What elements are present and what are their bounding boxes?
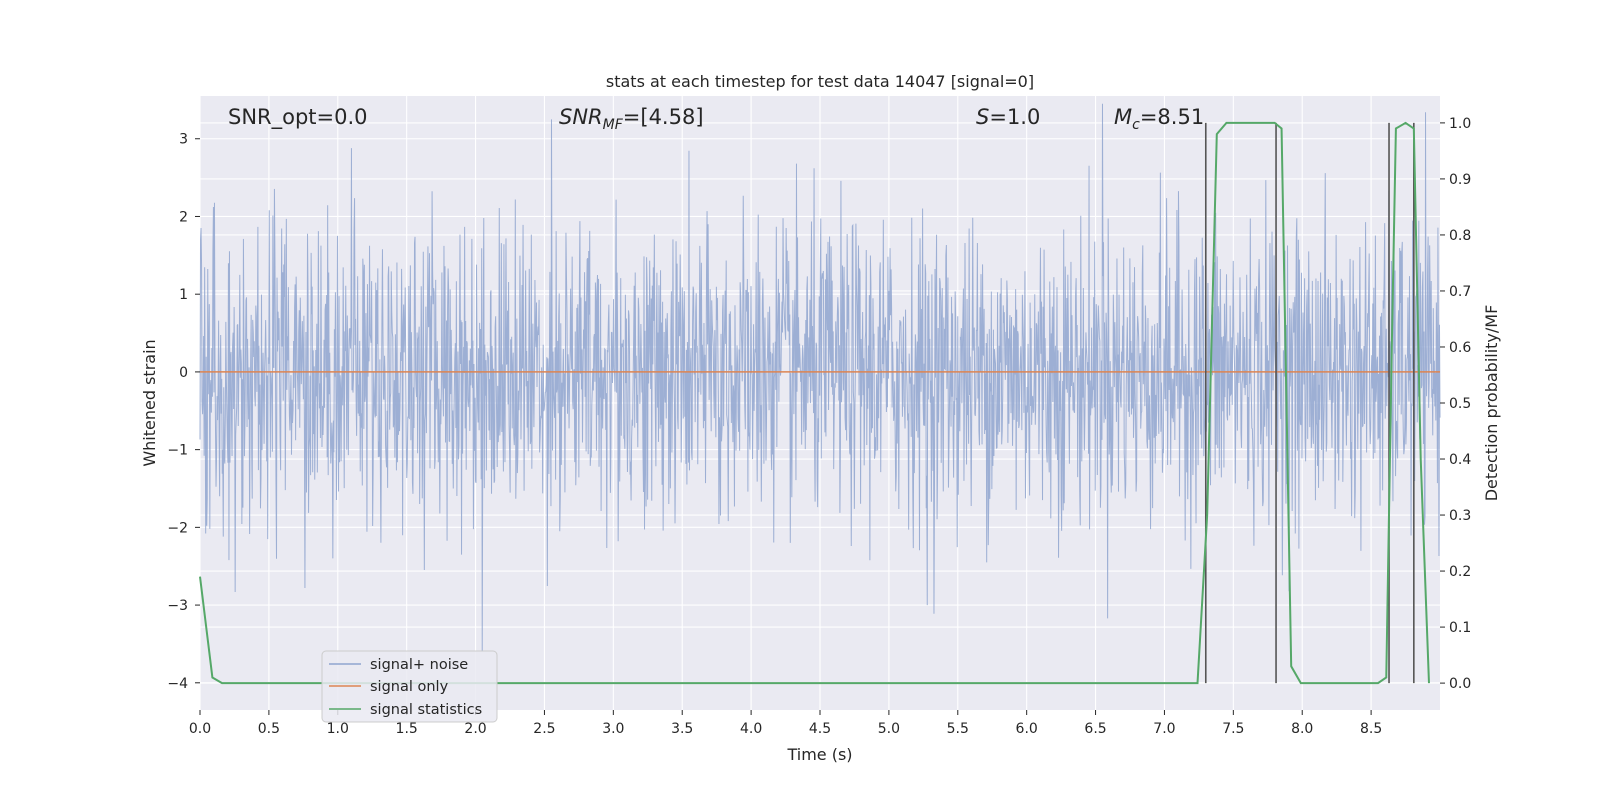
- series-signal-statistics-line: [199, 121, 1430, 685]
- y-right-tick-label: 0.5: [1449, 396, 1471, 412]
- annotation-mc-value: =8.51: [1140, 105, 1204, 129]
- y-right-tick-label: 0.0: [1449, 676, 1471, 692]
- chart-title: stats at each timestep for test data 140…: [606, 72, 1034, 91]
- y-right-tick-label: 1.0: [1449, 116, 1471, 132]
- y-tick-label: 2: [179, 209, 188, 225]
- annotation-snr-mf-subscript: MF: [603, 117, 624, 133]
- x-tick-label: 6.0: [1016, 721, 1038, 737]
- x-axis-label: Time (s): [786, 745, 852, 764]
- y-tick-label: −4: [167, 676, 188, 692]
- y-tick-label: 0: [179, 365, 188, 381]
- y-right-tick-label: 0.6: [1449, 340, 1471, 356]
- annotation-snr-mf: SNRMF=[4.58]: [559, 105, 704, 133]
- x-tick-label: 8.5: [1360, 721, 1382, 737]
- series-signal-noise-line: [199, 103, 1441, 652]
- annotation-snr-mf-symbol: SNR: [559, 105, 603, 129]
- series-layer: [199, 103, 1441, 685]
- x-tick-label: 2.5: [533, 721, 555, 737]
- y-right-tick-label: 0.3: [1449, 508, 1471, 524]
- annotation-snr-mf-value: =[4.58]: [623, 105, 704, 129]
- y-right-tick-label: 0.1: [1449, 620, 1471, 636]
- x-tick-label: 8.0: [1291, 721, 1313, 737]
- ticks-layer: 0.0 0.5 1.0 1.5 2.0 2.5 3.0 3.5 4.0 4.5 5.0 5.5 6.0 6…: [167, 116, 1471, 737]
- x-tick-label: 3.5: [671, 721, 693, 737]
- y-right-tick-label: 0.9: [1449, 172, 1471, 188]
- legend-label-signal-noise: signal+ noise: [370, 657, 468, 673]
- x-tick-label: 6.5: [1084, 721, 1106, 737]
- y-right-tick-label: 0.2: [1449, 564, 1471, 580]
- x-tick-label: 1.5: [396, 721, 418, 737]
- x-tick-label: 1.0: [327, 721, 349, 737]
- annotation-mc-symbol: M: [1114, 105, 1132, 129]
- annotation-s: S=1.0: [976, 105, 1040, 129]
- legend-label-signal-only: signal only: [370, 679, 449, 695]
- x-tick-label: 0.5: [258, 721, 280, 737]
- legend-box: [321, 650, 498, 723]
- x-tick-label: 0.0: [189, 721, 211, 737]
- x-tick-label: 7.5: [1222, 721, 1244, 737]
- x-tick-label: 2.0: [464, 721, 486, 737]
- legend: signal+ noise signal only signal statist…: [321, 650, 498, 723]
- annotation-s-value: =1.0: [989, 105, 1040, 129]
- annotation-s-symbol: S: [976, 105, 989, 129]
- y-axis-label: Whitened strain: [140, 339, 159, 466]
- y-tick-label: −2: [167, 520, 188, 536]
- x-tick-label: 3.0: [602, 721, 624, 737]
- y-tick-label: −3: [167, 598, 188, 614]
- y-right-tick-label: 0.4: [1449, 452, 1471, 468]
- annotation-mc-subscript: c: [1132, 117, 1140, 133]
- x-tick-label: 5.0: [878, 721, 900, 737]
- y-right-tick-label: 0.7: [1449, 284, 1471, 300]
- annotation-snr-opt: SNR_opt=0.0: [228, 105, 368, 130]
- x-tick-label: 4.5: [809, 721, 831, 737]
- y-tick-label: 1: [179, 287, 188, 303]
- annotation-mc: Mc=8.51: [1114, 105, 1204, 133]
- y-tick-label: −1: [167, 443, 188, 459]
- x-tick-label: 5.5: [947, 721, 969, 737]
- legend-label-signal-statistics: signal statistics: [370, 702, 482, 718]
- y-right-axis-label: Detection probability/MF: [1482, 305, 1501, 502]
- x-tick-label: 4.0: [740, 721, 762, 737]
- annotations: SNR_opt=0.0 SNRMF=[4.58] S=1.0 Mc=8.51: [228, 105, 1204, 133]
- y-right-tick-label: 0.8: [1449, 228, 1471, 244]
- y-tick-label: 3: [179, 132, 188, 148]
- x-tick-label: 7.0: [1153, 721, 1175, 737]
